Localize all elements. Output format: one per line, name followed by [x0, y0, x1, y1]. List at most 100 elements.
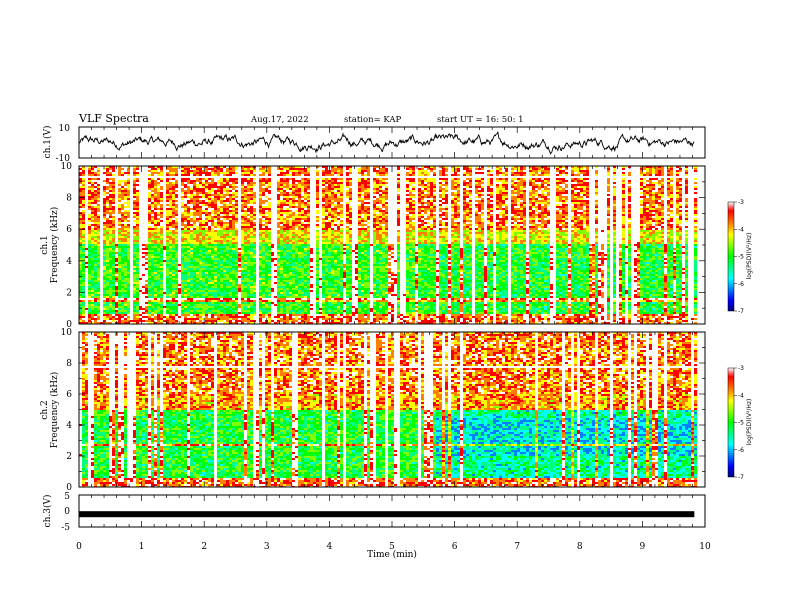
spectrogram-cell [118, 214, 122, 217]
spectrogram-cell [223, 232, 227, 235]
spectrogram-cell [115, 202, 119, 205]
spectrogram-cell [184, 300, 188, 303]
spectrogram-cell [259, 322, 263, 324]
spectrogram-cell [163, 172, 167, 175]
spectrogram-cell [259, 286, 263, 289]
spectrogram-cell [184, 244, 188, 247]
spectrogram-cell [85, 172, 89, 175]
spectrogram-cell [202, 284, 206, 287]
spectrogram-cell [112, 170, 116, 173]
spectrogram-cell [223, 206, 227, 209]
spectrogram-cell [115, 178, 119, 181]
spectrogram-cell [238, 320, 242, 323]
spectrogram-cell [115, 184, 119, 187]
spectrogram-cell [187, 270, 191, 273]
spectrogram-cell [241, 176, 245, 179]
spectrogram-cell [127, 280, 131, 283]
spectrogram-cell [109, 238, 113, 241]
spectrogram-cell [112, 302, 116, 305]
spectrogram-cell [259, 254, 263, 257]
spectrogram-cell [208, 228, 212, 231]
spectrogram-cell [148, 254, 152, 257]
spectrogram-cell [142, 192, 146, 195]
spectrogram-cell [169, 318, 173, 321]
spectrogram-cell [238, 222, 242, 225]
spectrogram-cell [145, 248, 149, 251]
spectrogram-cell [100, 280, 104, 283]
spectrogram-cell [103, 314, 107, 317]
spectrogram-cell [97, 184, 101, 187]
spectrogram-cell [178, 314, 182, 317]
spectrogram-cell [148, 184, 152, 187]
spectrogram-cell [127, 198, 131, 201]
spectrogram-cell [214, 236, 218, 239]
spectrogram-cell [91, 286, 95, 289]
spectrogram-cell [94, 202, 98, 205]
spectrogram-cell [229, 266, 233, 269]
spectrogram-cell [244, 236, 248, 239]
spectrogram-cell [85, 216, 89, 219]
spectrogram-cell [205, 200, 209, 203]
spectrogram-cell [142, 224, 146, 227]
spectrogram-cell [187, 180, 191, 183]
spectrogram-cell [157, 262, 161, 265]
spectrogram-cell [106, 224, 110, 227]
spectrogram-cell [139, 168, 143, 171]
spectrogram-cell [127, 190, 131, 193]
spectrogram-cell [199, 260, 203, 263]
spectrogram-cell [142, 258, 146, 261]
spectrogram-cell [145, 286, 149, 289]
spectrogram-cell [259, 310, 263, 313]
spectrogram-cell [91, 196, 95, 199]
spectrogram-cell [103, 174, 107, 177]
spectrogram-cell [118, 232, 122, 235]
spectrogram-cell [235, 170, 239, 173]
spectrogram-cell [112, 236, 116, 239]
spectrogram-cell [88, 292, 92, 295]
spectrogram-cell [220, 170, 224, 173]
spectrogram-cell [187, 240, 191, 243]
spectrogram-cell [82, 302, 86, 305]
spectrogram-cell [205, 228, 209, 231]
spectrogram-cell [223, 230, 227, 233]
spectrogram-cell [250, 272, 254, 275]
spectrogram-cell [247, 272, 251, 275]
spectrogram-cell [136, 302, 140, 305]
spectrogram-cell [148, 262, 152, 265]
spectrogram-cell [247, 318, 251, 321]
spectrogram-cell [151, 230, 155, 233]
spectrogram-cell [151, 268, 155, 271]
spectrogram-cell [97, 276, 101, 279]
spectrogram-cell [100, 282, 104, 285]
spectrogram-cell [166, 256, 170, 259]
spectrogram-cell [88, 170, 92, 173]
spectrogram-cell [235, 230, 239, 233]
spectrogram-cell [193, 322, 197, 324]
spectrogram-cell [130, 300, 134, 303]
spectrogram-cell [124, 284, 128, 287]
spectrogram-cell [262, 242, 266, 245]
spectrogram-cell [262, 226, 266, 229]
spectrogram-cell [199, 216, 203, 219]
spectrogram-cell [208, 312, 212, 315]
spectrogram-cell [103, 252, 107, 255]
spectrogram-cell [79, 270, 83, 273]
spectrogram-cell [166, 226, 170, 229]
spectrogram-cell [178, 276, 182, 279]
spectrogram-cell [217, 314, 221, 317]
spectrogram-cell [202, 270, 206, 273]
spectrogram-cell [85, 174, 89, 177]
spectrogram-cell [175, 244, 179, 247]
spectrogram-cell [187, 208, 191, 211]
spectrogram-cell [175, 254, 179, 257]
spectrogram-cell [124, 296, 128, 299]
spectrogram-cell [118, 238, 122, 241]
spectrogram-cell [217, 240, 221, 243]
spectrogram-cell [235, 176, 239, 179]
spectrogram-cell [211, 188, 215, 191]
spectrogram-cell [82, 288, 86, 291]
spectrogram-cell [115, 292, 119, 295]
spectrogram-cell [163, 220, 167, 223]
spectrogram-cell [235, 280, 239, 283]
spectrogram-cell [139, 264, 143, 267]
